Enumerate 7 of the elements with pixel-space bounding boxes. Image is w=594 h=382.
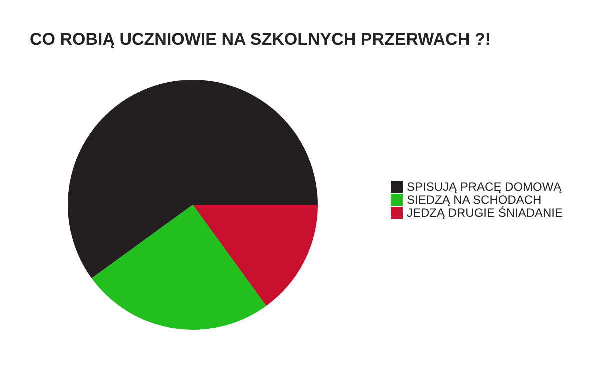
- chart-title: CO ROBIĄ UCZNIOWIE NA SZKOLNYCH PRZERWACH ?!: [29, 29, 492, 50]
- pie-slice: [92, 205, 266, 330]
- legend-label: SIEDZĄ NA SCHODACH: [407, 192, 542, 206]
- legend-label: SPISUJĄ PRACĘ DOMOWĄ: [407, 180, 562, 194]
- legend-label: JEDZĄ DRUGIE ŚNIADANIE: [407, 206, 564, 220]
- pie-slice: [68, 80, 318, 278]
- pie-slice: [193, 205, 318, 306]
